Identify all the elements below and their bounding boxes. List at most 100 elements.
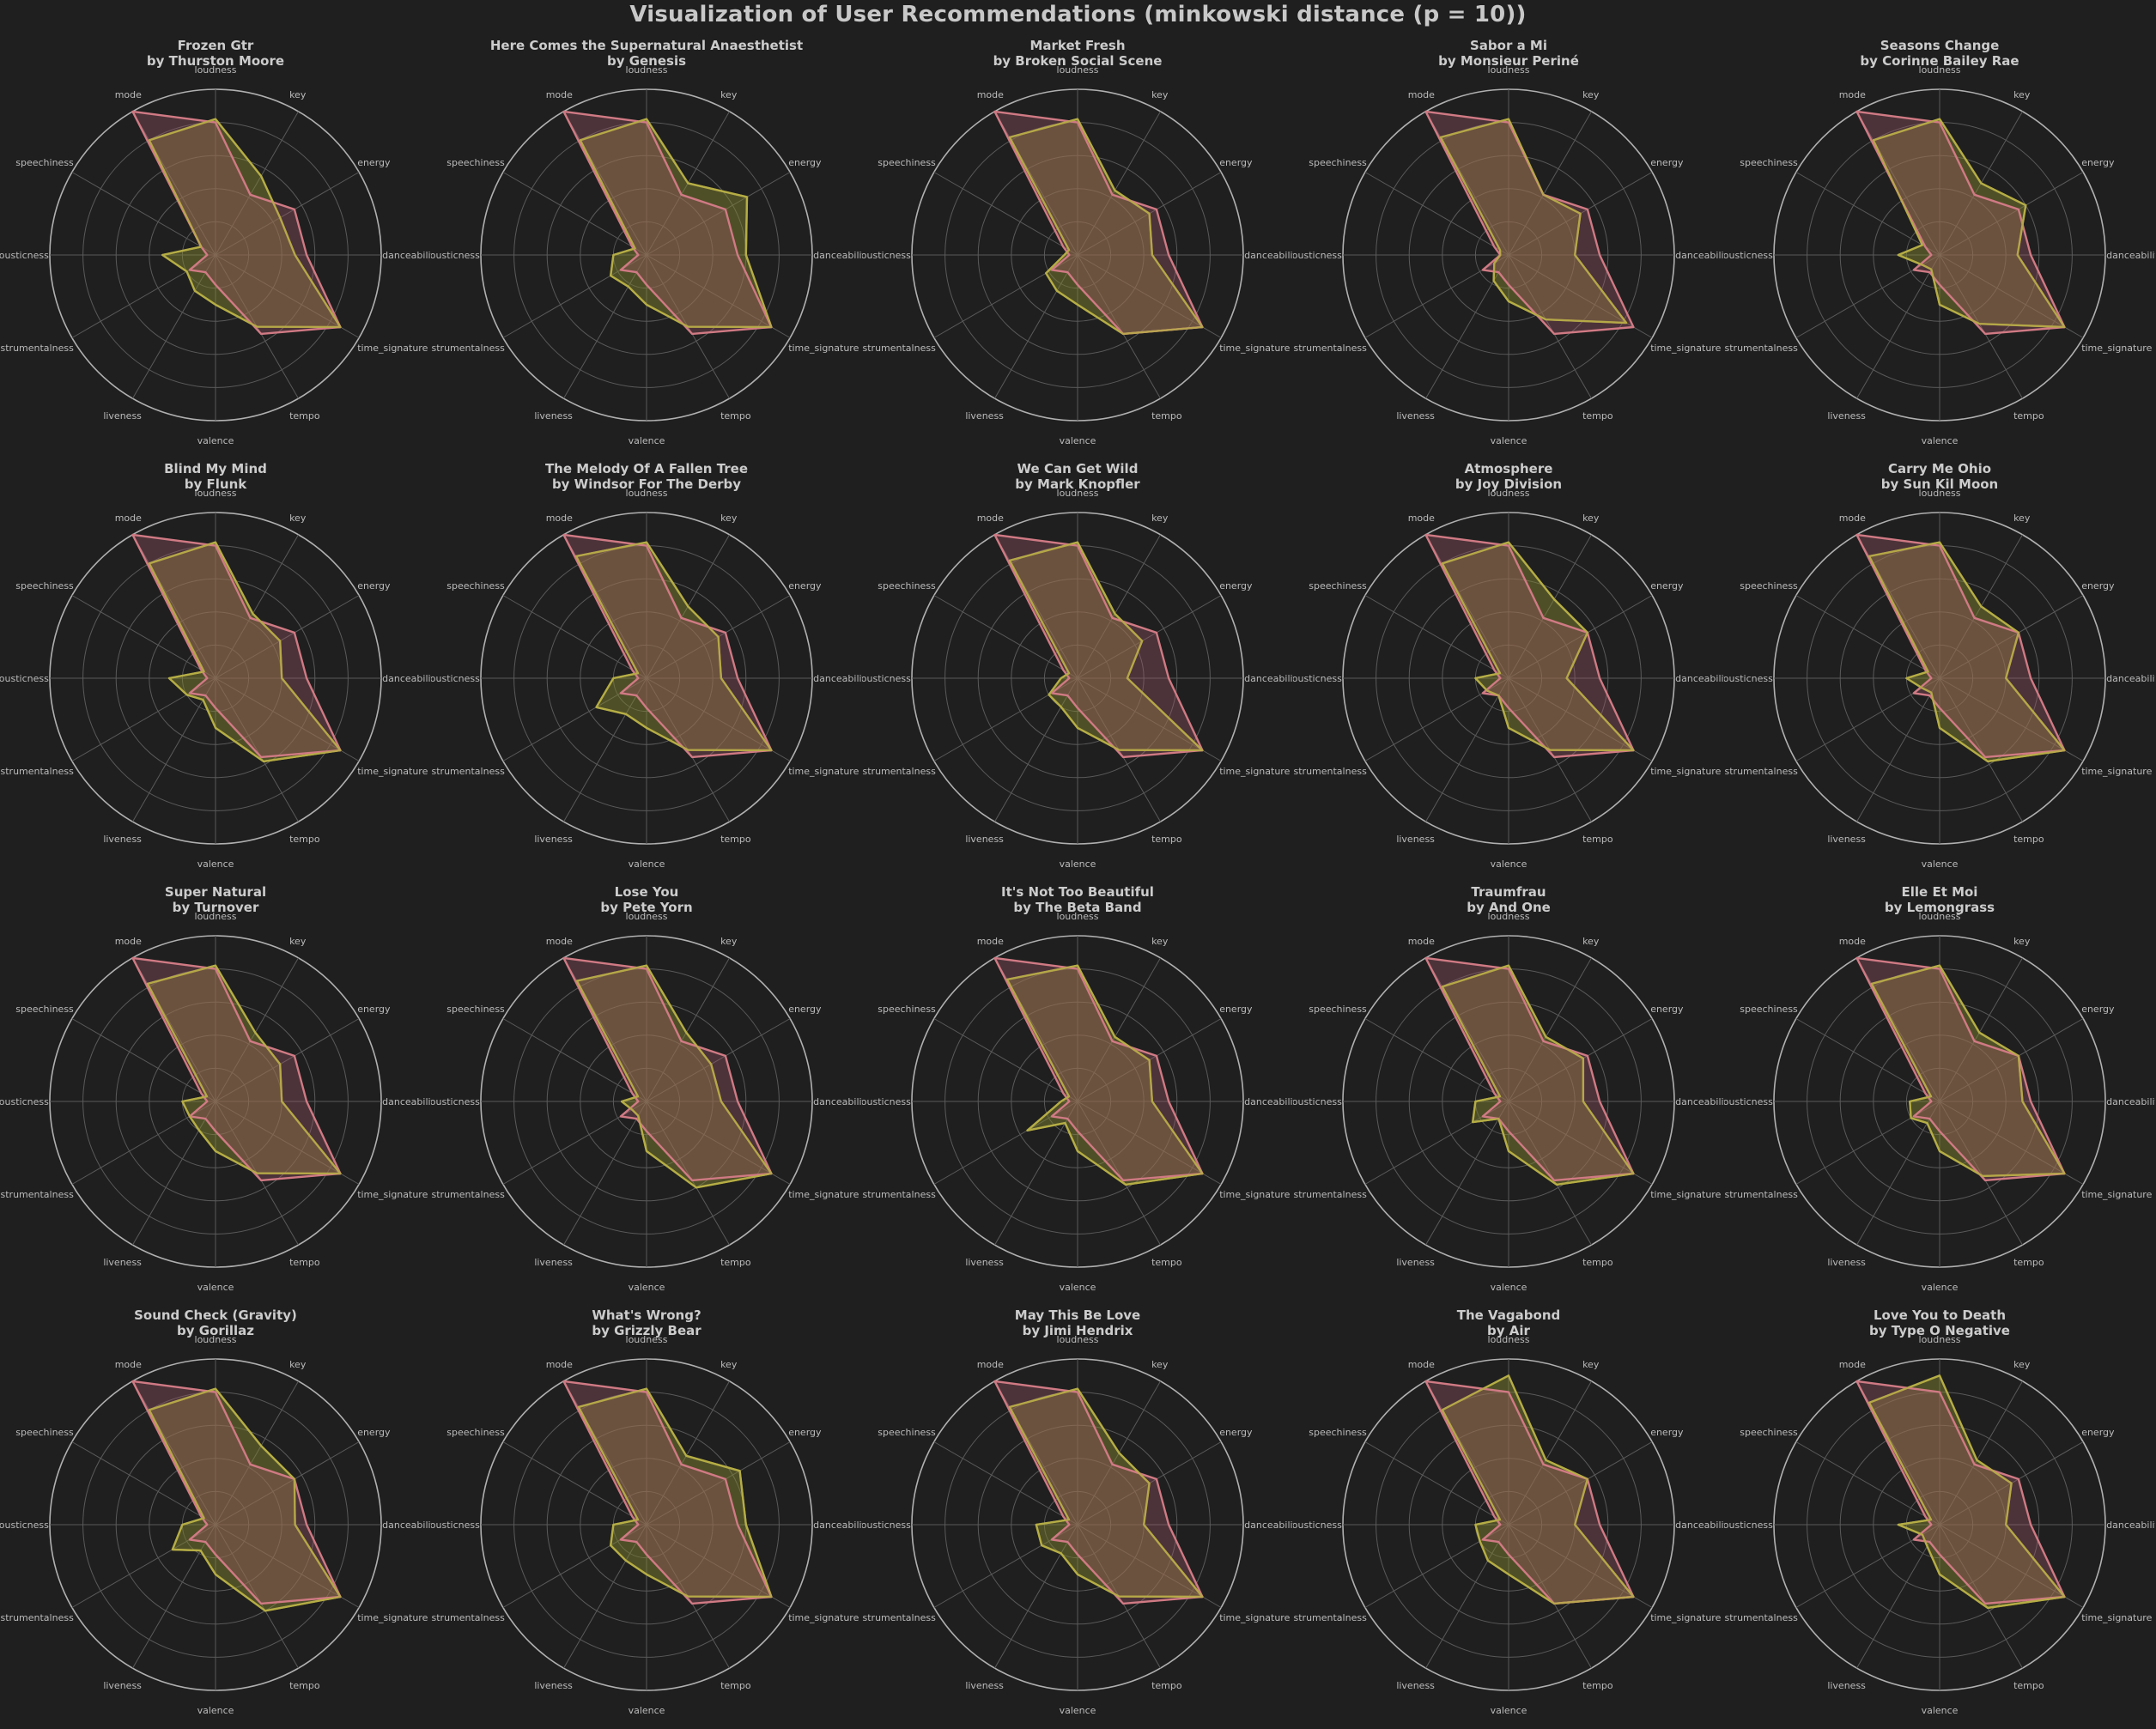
- axis-label: mode: [546, 936, 573, 947]
- axis-label: mode: [546, 89, 573, 100]
- radar-svg: loudness key energy danceability time_signat…: [1293, 911, 1724, 1293]
- axis-label: instrumentalness: [1724, 766, 1798, 777]
- axis-label: tempo: [1151, 410, 1182, 422]
- axis-spoke: [1508, 1018, 1653, 1102]
- song-title: Love You to Death: [1873, 1307, 2007, 1323]
- axis-spoke: [215, 1018, 360, 1102]
- axis-label: acousticness: [0, 673, 49, 684]
- axis-spoke: [132, 254, 216, 399]
- axis-label: mode: [1408, 513, 1435, 524]
- axis-label: mode: [1408, 1359, 1435, 1370]
- recommendation-outline: [146, 964, 342, 1175]
- axis-label: tempo: [1151, 1257, 1182, 1268]
- axis-label: acousticness: [1724, 1096, 1773, 1107]
- axis-label: tempo: [720, 1680, 751, 1691]
- axis-spoke: [215, 595, 360, 679]
- recommendation-outline: [1868, 541, 2066, 762]
- axis-spoke: [1939, 957, 2023, 1102]
- panel-title: What's Wrong? by Grizzly Bear: [431, 1307, 862, 1338]
- axis-label: time_signature: [1219, 1612, 1290, 1623]
- axis-label: tempo: [289, 1257, 320, 1268]
- axis-label: loudness: [195, 911, 237, 922]
- axis-label: liveness: [965, 1680, 1004, 1691]
- axis-spoke: [502, 595, 647, 679]
- axis-label: speechiness: [1740, 580, 1798, 592]
- axis-spoke: [1939, 254, 2023, 399]
- recommendation-outline: [1008, 1387, 1204, 1599]
- axis-label: speechiness: [1309, 157, 1367, 168]
- axis-spoke: [646, 254, 791, 338]
- axis-label: key: [720, 1359, 738, 1370]
- axis-label: energy: [1219, 1427, 1253, 1438]
- axis-label: energy: [788, 580, 822, 592]
- axis-label: danceability: [813, 673, 862, 684]
- axis-spoke: [933, 1018, 1078, 1102]
- axis-spoke: [1856, 111, 1940, 256]
- axis-label: speechiness: [1740, 1427, 1798, 1438]
- axis-label: instrumentalness: [431, 1189, 505, 1200]
- axis-spoke: [994, 1101, 1078, 1246]
- axis-label: speechiness: [878, 1004, 936, 1015]
- axis-label: acousticness: [1724, 250, 1773, 261]
- song-title: Blind My Mind: [164, 461, 267, 476]
- axis-spoke: [563, 1524, 647, 1669]
- radar-svg: loudness key energy danceability time_signat…: [862, 911, 1293, 1293]
- artist-subtitle: by Genesis: [606, 53, 687, 69]
- axis-label: danceability: [382, 673, 431, 684]
- song-title: The Vagabond: [1456, 1307, 1561, 1323]
- axis-spoke: [1425, 1101, 1509, 1246]
- user-series: [562, 533, 773, 759]
- axis-label: danceability: [382, 250, 431, 261]
- axis-spoke: [1508, 1101, 1592, 1246]
- axis-spoke: [646, 677, 791, 761]
- artist-subtitle: by Joy Division: [1455, 476, 1563, 492]
- axis-label: loudness: [626, 1334, 668, 1345]
- axis-spoke: [563, 1101, 647, 1246]
- radar-svg: loudness key energy danceability time_signat…: [862, 1334, 1293, 1716]
- axis-label: acousticness: [862, 250, 911, 261]
- axis-spoke: [215, 1441, 360, 1526]
- axis-label: danceability: [813, 250, 862, 261]
- axis-label: energy: [1650, 580, 1684, 592]
- song-title: Atmosphere: [1464, 461, 1553, 476]
- axis-label: danceability: [2106, 250, 2155, 261]
- axis-label: key: [1151, 89, 1169, 100]
- axis-spoke: [933, 1441, 1078, 1526]
- axis-label: loudness: [195, 488, 237, 499]
- axis-label: acousticness: [0, 1520, 49, 1531]
- panel-title: Atmosphere by Joy Division: [1293, 461, 1724, 492]
- axis-label: liveness: [965, 834, 1004, 845]
- axis-spoke: [646, 1380, 730, 1526]
- song-title: Here Comes the Supernatural Anaesthetist: [489, 38, 804, 53]
- axis-spoke: [1077, 1101, 1222, 1185]
- radar-panel: Sound Check (Gravity) by Gorillaz loudness…: [0, 1306, 431, 1729]
- axis-label: tempo: [1582, 834, 1613, 845]
- artist-subtitle: by Grizzly Bear: [592, 1323, 701, 1338]
- artist-subtitle: by Type O Negative: [1869, 1323, 2010, 1338]
- song-title: Elle Et Moi: [1901, 884, 1978, 900]
- axis-label: key: [289, 1359, 307, 1370]
- axis-label: valence: [629, 435, 665, 446]
- axis-spoke: [132, 677, 216, 822]
- axis-label: instrumentalness: [862, 343, 936, 354]
- axis-spoke: [132, 1524, 216, 1669]
- axis-spoke: [994, 111, 1078, 256]
- axis-label: time_signature: [1650, 343, 1721, 354]
- axis-label: acousticness: [431, 1520, 480, 1531]
- panel-title: Love You to Death by Type O Negative: [1724, 1307, 2155, 1338]
- panel-title: Traumfrau by And One: [1293, 884, 1724, 915]
- axis-label: key: [720, 89, 738, 100]
- axis-spoke: [132, 1101, 216, 1246]
- axis-spoke: [1939, 1380, 2023, 1526]
- panel-title: Lose You by Pete Yorn: [431, 884, 862, 915]
- recommendation-outline: [148, 541, 342, 762]
- axis-label: loudness: [1488, 488, 1530, 499]
- axis-spoke: [1425, 677, 1509, 822]
- axis-spoke: [646, 172, 791, 256]
- axis-label: key: [2013, 89, 2031, 100]
- user-series: [993, 1380, 1204, 1605]
- axis-label: time_signature: [1650, 766, 1721, 777]
- axis-label: mode: [977, 89, 1004, 100]
- axis-label: instrumentalness: [1724, 1612, 1798, 1623]
- axis-label: speechiness: [1309, 1004, 1367, 1015]
